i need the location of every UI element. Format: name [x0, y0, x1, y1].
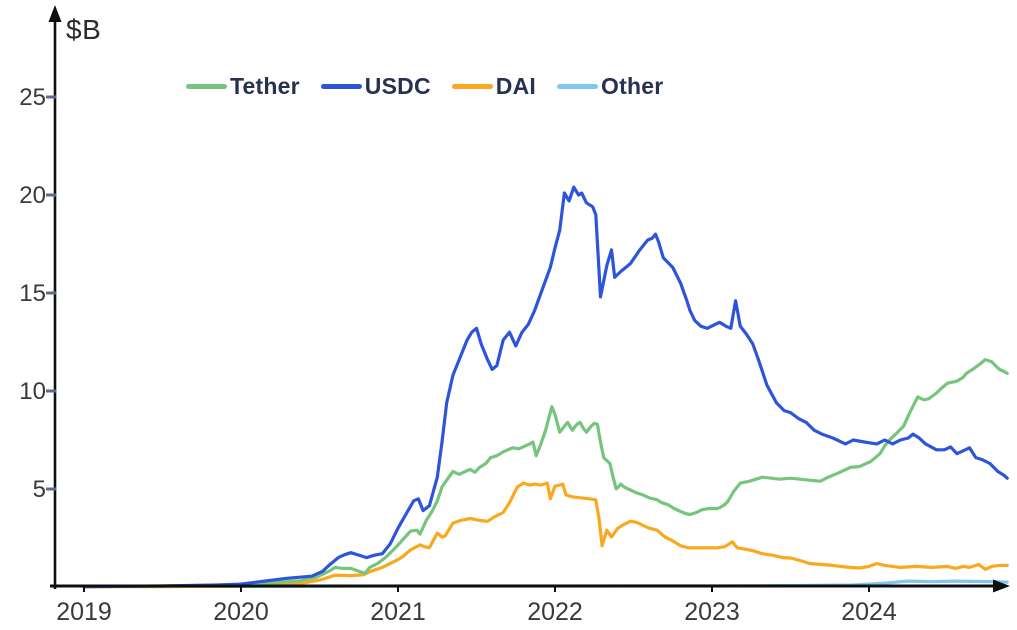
legend-label: DAI: [495, 72, 536, 99]
y-axis-arrow: [48, 5, 62, 22]
legend-swatch-other: [557, 83, 598, 89]
x-tick-label: 2022: [527, 598, 583, 626]
y-tick-label: 15: [19, 280, 46, 307]
legend-swatch-dai: [451, 83, 493, 89]
x-tick-label: 2021: [370, 598, 426, 626]
legend: Tether USDC DAI Other: [186, 72, 663, 100]
legend-label: Other: [601, 72, 664, 99]
legend-item-dai: DAI: [451, 72, 536, 100]
legend-label: USDC: [364, 72, 431, 99]
legend-swatch-usdc: [320, 83, 362, 89]
x-tick-label: 2024: [841, 598, 897, 626]
legend-item-tether: Tether: [186, 73, 300, 100]
legend-item-other: Other: [557, 73, 663, 100]
y-tick-label: 20: [19, 182, 46, 209]
x-tick-label: 2019: [56, 598, 112, 626]
legend-swatch-tether: [186, 83, 227, 89]
y-axis-unit-label: $B: [66, 14, 102, 45]
y-tick-label: 10: [19, 378, 46, 405]
y-tick-label: 25: [19, 84, 46, 111]
y-tick-label: 5: [33, 476, 46, 503]
x-tick-label: 2020: [213, 598, 269, 626]
series-line-tether: [82, 358, 1009, 589]
legend-label: Tether: [230, 72, 300, 99]
series-line-dai: [82, 481, 1009, 589]
x-axis-arrow: [993, 579, 1010, 593]
series-line-usdc: [82, 185, 1009, 589]
x-tick-label: 2023: [684, 598, 740, 626]
legend-item-usdc: USDC: [320, 72, 431, 100]
